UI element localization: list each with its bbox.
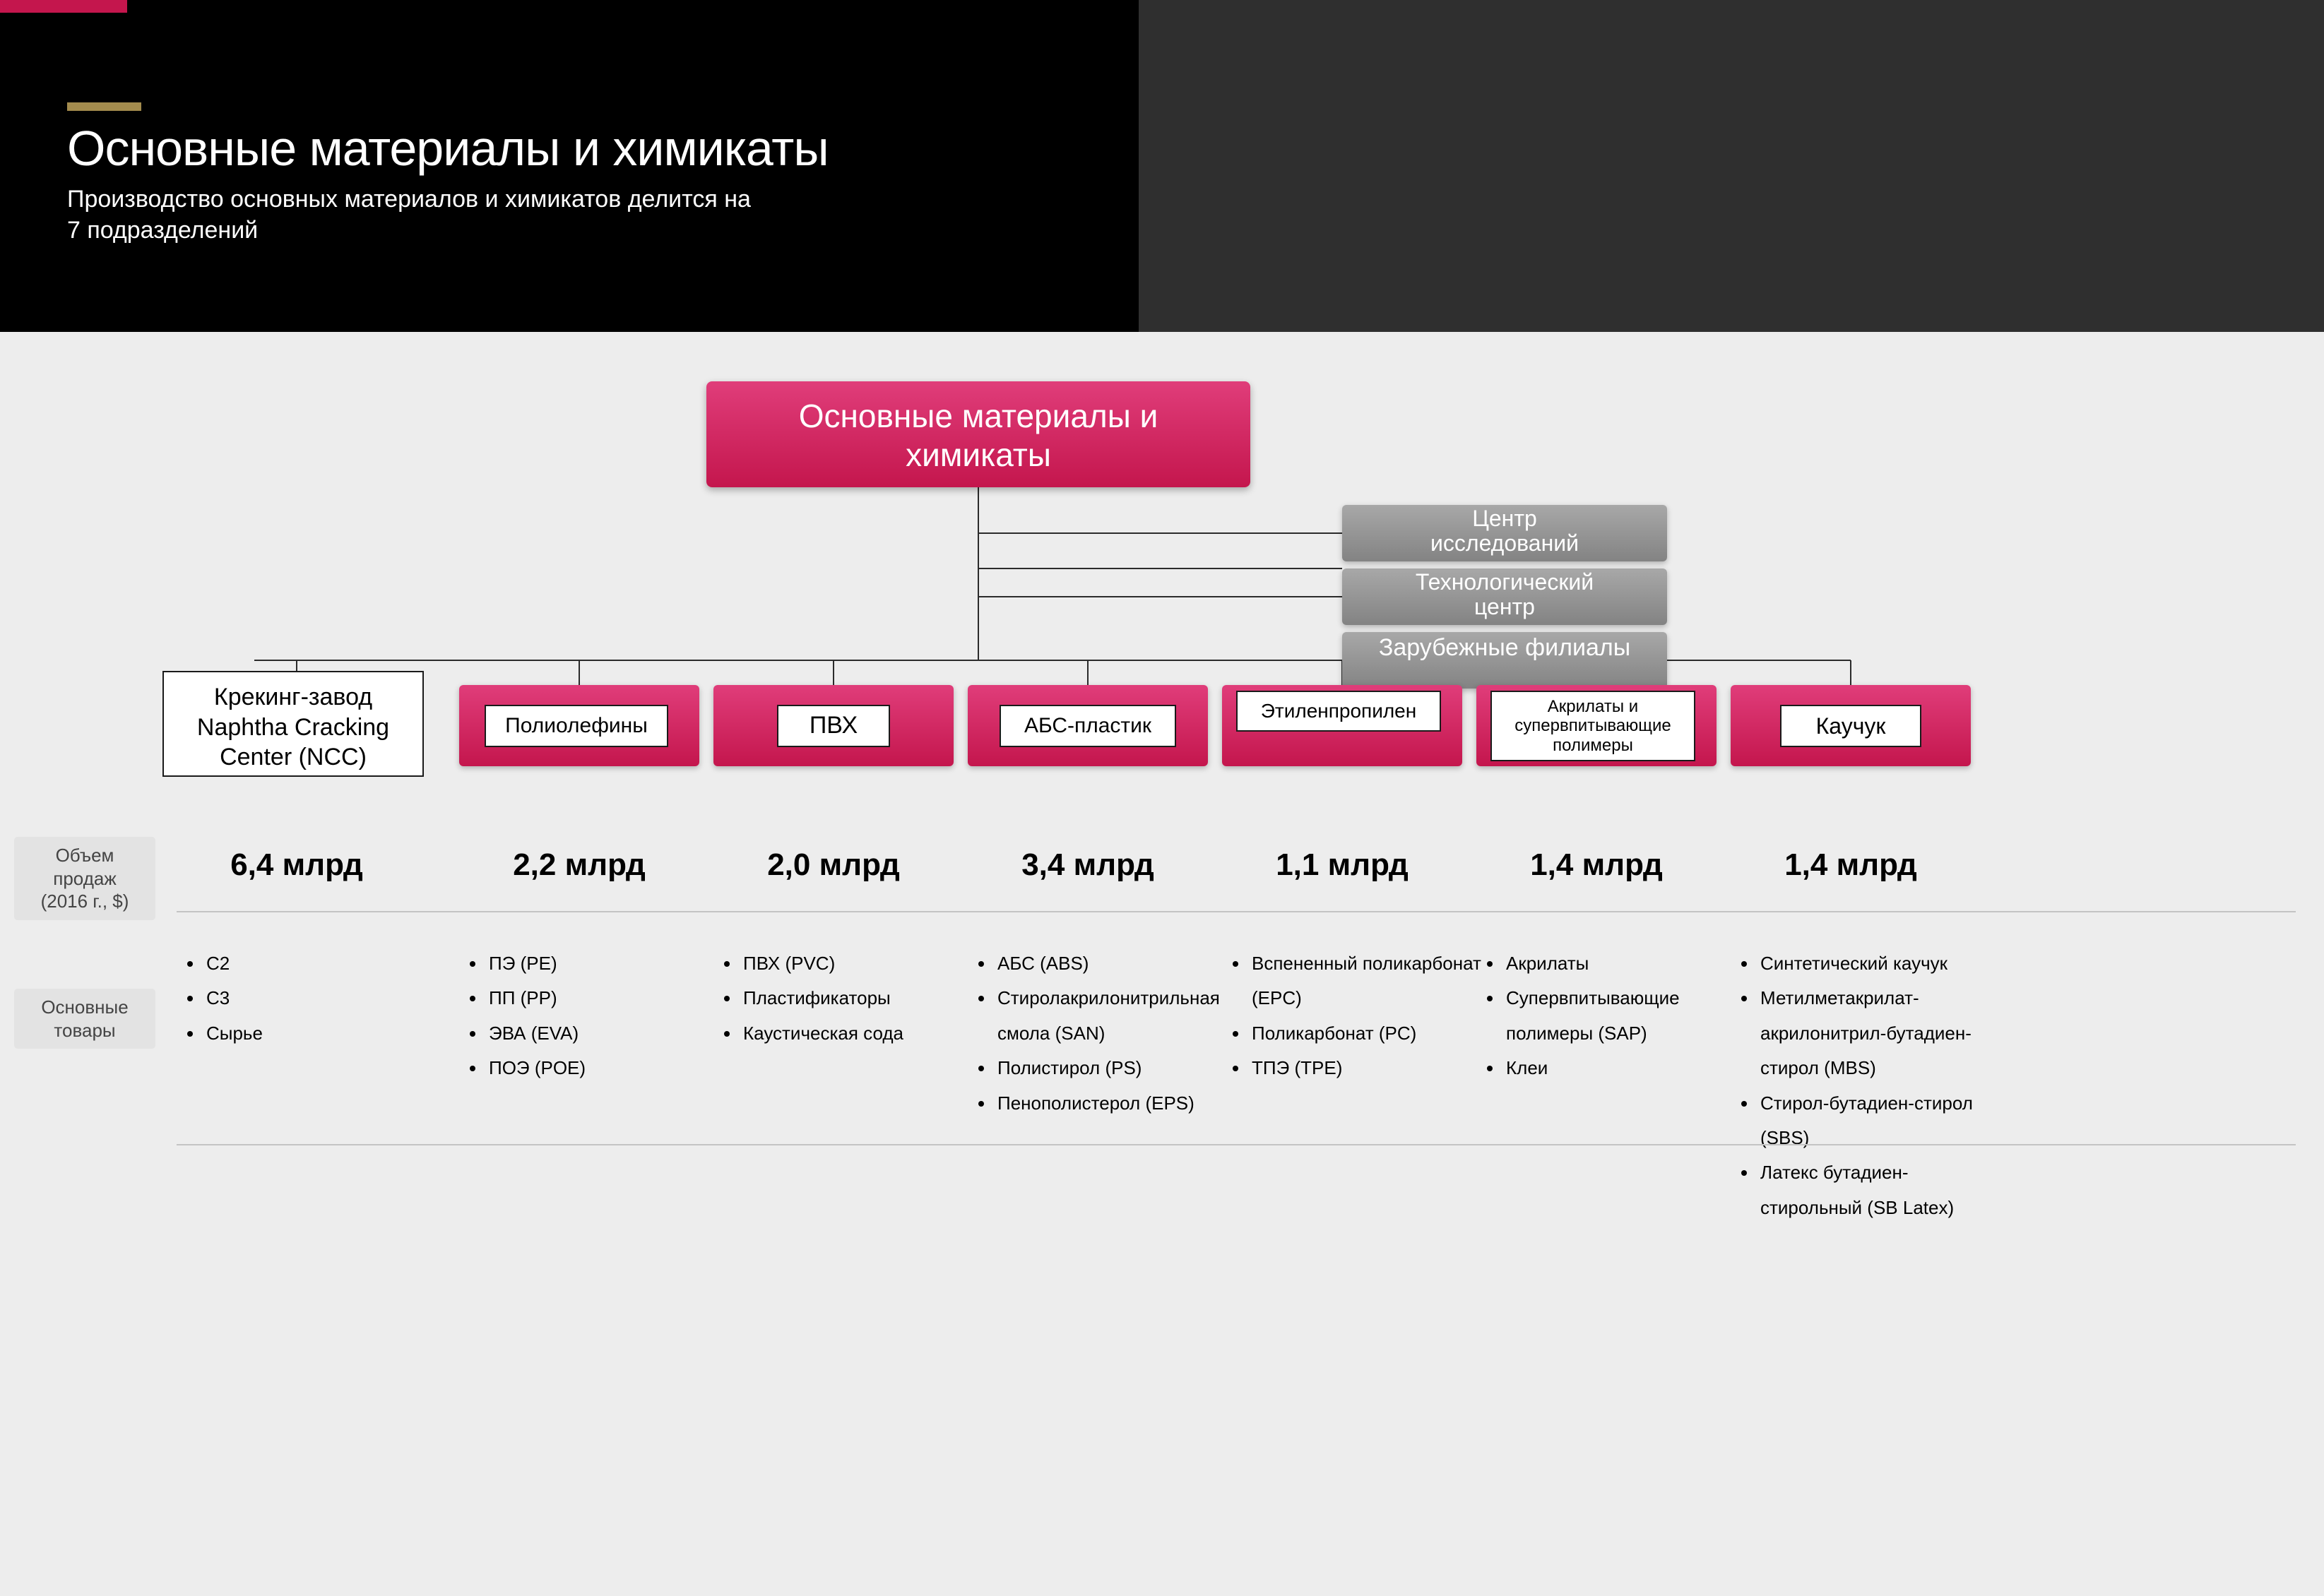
sales-value: 1,4 млрд (1731, 847, 1971, 883)
product-list: ПВХ (PVC)ПластификаторыКаустическая сода (721, 946, 989, 1051)
product-item: ПП (PP) (486, 981, 735, 1016)
product-item: Акрилаты (1503, 946, 1752, 981)
division-ncc: Крекинг-заводNaphtha CrackingCenter (NCC… (162, 671, 424, 777)
sales-value: 1,1 млрд (1222, 847, 1462, 883)
division-acryl: Акрилаты исупервпитывающиеполимеры (1476, 685, 1717, 766)
divider-line (177, 911, 2296, 912)
product-item: ПОЭ (POE) (486, 1051, 735, 1085)
sales-value: 6,4 млрд (177, 847, 417, 883)
header: Основные материалы и химикаты Производст… (0, 0, 2324, 332)
division-bar: ПВХ (713, 685, 954, 766)
product-item: Каустическая сода (740, 1016, 989, 1051)
product-item: ЭВА (EVA) (486, 1016, 735, 1051)
product-item: ПЭ (PE) (486, 946, 735, 981)
product-list: Вспененный поликарбонат (EPC)Поликарбона… (1229, 946, 1498, 1086)
division-bar: Акрилаты исупервпитывающиеполимеры (1476, 685, 1717, 766)
header-bg-right (1139, 0, 2324, 332)
product-item: Полистирол (PS) (995, 1051, 1243, 1085)
division-label: АБС-пластик (1000, 705, 1176, 747)
division-label: ПВХ (777, 705, 890, 747)
division-pvc: ПВХ (713, 685, 954, 766)
product-list: АкрилатыСупервпитывающие полимеры (SAP)К… (1483, 946, 1752, 1086)
product-item: Метилметакрилат-акрилонитрил-бутадиен-ст… (1757, 981, 2006, 1085)
product-list: C2C3Сырье (184, 946, 452, 1051)
division-bar: Полиолефины (459, 685, 699, 766)
gold-bar (67, 102, 141, 111)
product-item: Стиролакрилонитрильная смола (SAN) (995, 981, 1243, 1051)
sales-value: 2,2 млрд (459, 847, 699, 883)
product-list: Синтетический каучукМетилметакрилат-акри… (1738, 946, 2006, 1225)
product-item: Поликарбонат (PC) (1249, 1016, 1498, 1051)
support-unit: Технологическийцентр (1342, 568, 1667, 625)
division-label: Полиолефины (485, 705, 668, 747)
product-item: C3 (203, 981, 452, 1016)
product-item: Клеи (1503, 1051, 1752, 1085)
product-item: Супервпитывающие полимеры (SAP) (1503, 981, 1752, 1051)
product-item: ТПЭ (TPE) (1249, 1051, 1498, 1085)
sales-value: 3,4 млрд (968, 847, 1208, 883)
page-subtitle: Производство основных материалов и химик… (67, 184, 751, 246)
sales-value: 2,0 млрд (713, 847, 954, 883)
product-item: Синтетический каучук (1757, 946, 2006, 981)
product-item: C2 (203, 946, 452, 981)
row-label-sales: Объемпродаж(2016 г., $) (14, 837, 155, 920)
division-bar: АБС-пластик (968, 685, 1208, 766)
product-item: ПВХ (PVC) (740, 946, 989, 981)
division-abs: АБС-пластик (968, 685, 1208, 766)
support-unit: Центрисследований (1342, 505, 1667, 561)
division-bar: Каучук (1731, 685, 1971, 766)
division-label: Акрилаты исупервпитывающиеполимеры (1490, 691, 1695, 761)
support-unit: Зарубежные филиалы (1342, 632, 1667, 689)
division-label: Каучук (1780, 705, 1921, 747)
product-item: Вспененный поликарбонат (EPC) (1249, 946, 1498, 1016)
divider-line (177, 1144, 2296, 1145)
product-item: Пластификаторы (740, 981, 989, 1016)
sales-value: 1,4 млрд (1476, 847, 1717, 883)
product-list: АБС (ABS)Стиролакрилонитрильная смола (S… (975, 946, 1243, 1121)
page-title: Основные материалы и химикаты (67, 120, 829, 177)
division-ep: Этиленпропилен (1222, 685, 1462, 766)
division-bar: Этиленпропилен (1222, 685, 1462, 766)
product-item: Пенополистерол (EPS) (995, 1086, 1243, 1121)
product-item: АБС (ABS) (995, 946, 1243, 981)
product-item: Латекс бутадиен-стирольный (SB Latex) (1757, 1155, 2006, 1225)
product-list: ПЭ (PE)ПП (PP)ЭВА (EVA)ПОЭ (POE) (466, 946, 735, 1086)
row-label-products: Основныетовары (14, 989, 155, 1049)
division-rubber: Каучук (1731, 685, 1971, 766)
division-label: Этиленпропилен (1236, 691, 1441, 732)
root-node: Основные материалы ихимикаты (706, 381, 1250, 487)
accent-tab (0, 0, 127, 13)
division-polyolefins: Полиолефины (459, 685, 699, 766)
product-item: Сырье (203, 1016, 452, 1051)
